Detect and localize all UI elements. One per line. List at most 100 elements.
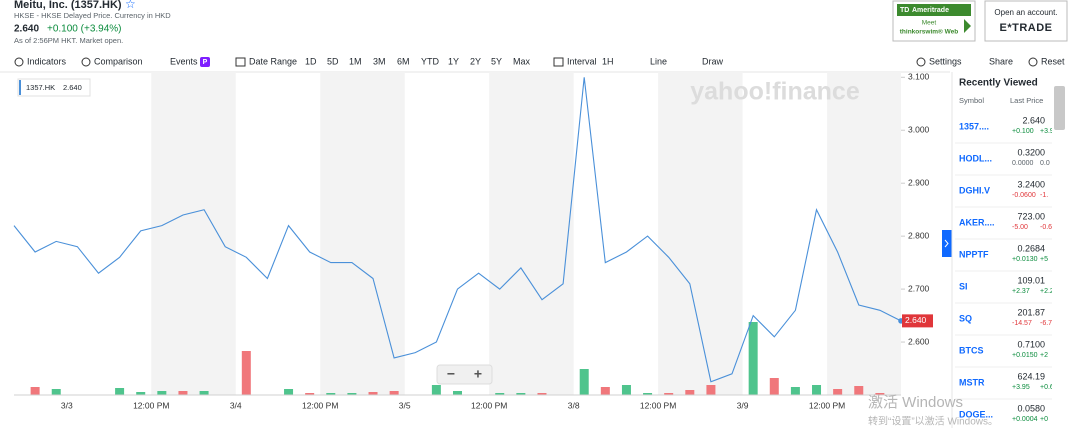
last-price: 0.0580 <box>1017 403 1045 413</box>
toolbar-item[interactable]: Max <box>513 56 531 66</box>
watermark: yahoo!finance <box>690 78 860 106</box>
symbol-link[interactable]: HODL... <box>959 153 992 163</box>
symbol-link[interactable]: NPPTF <box>959 249 989 259</box>
legend-swatch <box>19 80 21 95</box>
volume-bar <box>643 393 653 395</box>
volume-bar <box>537 393 547 395</box>
volume-bar <box>495 393 505 395</box>
os-notice: 转到“设置”以激活 Windows。 <box>868 415 998 428</box>
toolbar-item[interactable]: Reset <box>1041 56 1065 66</box>
last-price: 0.2684 <box>1017 243 1045 253</box>
quote-change: +0.100 (+3.94%) <box>47 24 122 35</box>
symbol-link[interactable]: DOGE... <box>959 409 993 419</box>
symbol-link[interactable]: SQ <box>959 313 972 323</box>
price-percent: +2.22 <box>1040 288 1058 295</box>
x-tick-label: 3/9 <box>737 400 749 410</box>
symbol-link[interactable]: AKER.... <box>959 217 995 227</box>
price-change: 0.0000 <box>1012 160 1034 167</box>
y-tick-label: 3.000 <box>908 124 930 134</box>
toolbar-item[interactable]: Line <box>650 56 667 66</box>
volume-bar <box>51 389 61 395</box>
legend-box <box>17 78 91 97</box>
volume-bars <box>30 322 885 395</box>
toolbar-item[interactable]: YTD <box>421 56 440 66</box>
recent-list: Symbol Last Price 1357.... 2.640 +0.100 +3.… <box>955 96 1058 423</box>
price-line <box>13 77 902 383</box>
toolbar-item[interactable]: 3M <box>373 56 386 66</box>
toolbar-item[interactable]: Date Range <box>249 56 297 66</box>
toolbar-item[interactable]: Events <box>170 56 198 66</box>
volume-bar <box>199 391 209 395</box>
price-percent: +0 <box>1040 416 1048 423</box>
x-tick-label: 3/4 <box>230 400 242 410</box>
volume-bar <box>115 388 125 395</box>
last-price: 109.01 <box>1017 275 1045 285</box>
column-header: Last Price <box>1010 96 1043 105</box>
panel-toggle[interactable] <box>942 230 952 257</box>
x-tick-label: 12:00 PM <box>640 400 676 410</box>
ad-logo: TD <box>900 7 909 14</box>
x-tick-label: 3/5 <box>399 400 411 410</box>
zoom-control: − + <box>436 364 493 385</box>
toggle-arrow <box>944 239 949 248</box>
etrade-ad[interactable]: Open an account. E*TRADE <box>984 0 1068 42</box>
session-band <box>827 72 901 395</box>
toolbar-icon <box>1028 57 1038 67</box>
toolbar-item[interactable]: 5D <box>327 56 339 66</box>
ad-brand: Ameritrade <box>912 7 949 14</box>
panel-bg <box>952 72 1068 428</box>
price-percent: -0.69 <box>1040 224 1056 231</box>
price-change: +0.0004 <box>1012 416 1038 423</box>
volume-bar <box>30 387 40 395</box>
toolbar-item[interactable]: 5Y <box>491 56 502 66</box>
price-change: -14.57 <box>1012 320 1032 327</box>
symbol-link[interactable]: MSTR <box>959 377 985 387</box>
last-price: 723.00 <box>1017 211 1045 221</box>
volume-bar <box>812 385 822 395</box>
toolbar-item[interactable]: 6M <box>397 56 410 66</box>
price-change: -5.00 <box>1012 224 1028 231</box>
toolbar-item[interactable]: Share <box>989 56 1013 66</box>
symbol-link[interactable]: DGHI.V <box>959 185 990 195</box>
x-tick-label: 3/3 <box>61 400 73 410</box>
zoom-in[interactable]: + <box>474 366 482 382</box>
os-notice: 激活 Windows <box>868 394 963 411</box>
toolbar-item[interactable]: 1Y <box>448 56 459 66</box>
td-ad[interactable]: TD Ameritrade Meet thinkorswim® Web <box>892 0 976 42</box>
ad-box <box>984 0 1068 42</box>
symbol-link[interactable]: BTCS <box>959 345 984 355</box>
toolbar-item[interactable]: Draw <box>702 56 724 66</box>
toolbar-item[interactable]: 2Y <box>470 56 481 66</box>
toolbar-item[interactable]: 1D <box>305 56 317 66</box>
volume-bar <box>453 391 462 395</box>
symbol-link[interactable]: SI <box>959 281 968 291</box>
zoom-out[interactable]: − <box>447 366 455 382</box>
volume-bar <box>136 392 146 395</box>
volume-bar <box>157 391 167 395</box>
toolbar-item[interactable]: Indicators <box>27 56 67 66</box>
legend: 1357.HK 2.640 <box>17 78 91 97</box>
price-tag <box>902 314 933 328</box>
toolbar-item[interactable]: Interval <box>567 56 597 66</box>
volume-bar <box>748 322 758 395</box>
price-percent: -6.7 <box>1040 320 1052 327</box>
price-percent: -1. <box>1040 192 1048 199</box>
volume-bar <box>790 387 800 395</box>
toolbar-item[interactable]: 1H <box>602 56 614 66</box>
volume-bar <box>706 385 716 395</box>
volume-bar <box>368 392 378 395</box>
toolbar-item[interactable]: Settings <box>929 56 962 66</box>
x-tick-label: 12:00 PM <box>133 400 169 410</box>
watch-star[interactable]: ☆ <box>125 0 136 11</box>
price-percent: +3.9 <box>1040 128 1054 135</box>
session-bands <box>151 72 901 395</box>
scrollbar[interactable] <box>1054 86 1065 130</box>
toolbar-item[interactable]: Comparison <box>94 56 143 66</box>
ad-text: Meet <box>922 20 937 27</box>
price-percent: +0.64 <box>1040 384 1058 391</box>
symbol-link[interactable]: 1357.... <box>959 121 989 131</box>
toolbar-item[interactable]: 1M <box>349 56 362 66</box>
x-tick-label: 12:00 PM <box>809 400 845 410</box>
